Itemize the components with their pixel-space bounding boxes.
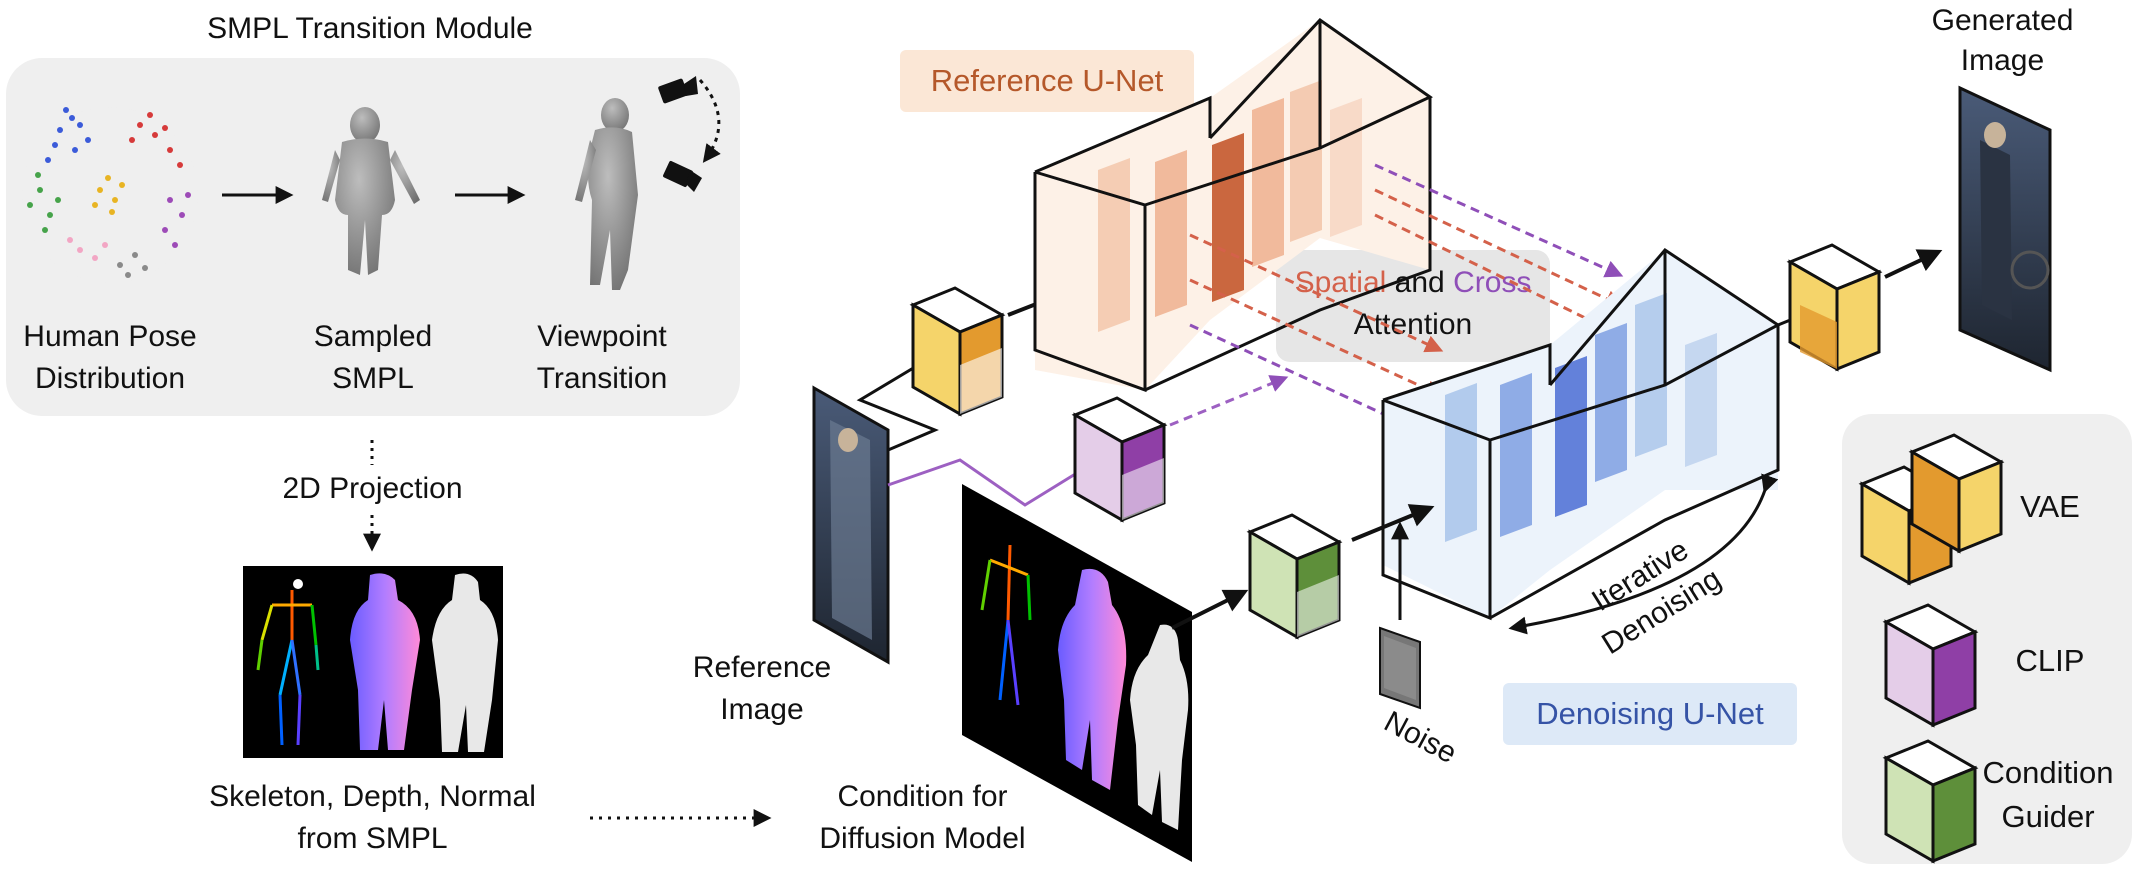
noise-patch (1379, 626, 1421, 710)
legend-clip-icon (1882, 603, 1979, 728)
viewpoint-label-1: Viewpoint (537, 320, 667, 353)
generated-image (1958, 85, 2052, 373)
generated-label-1: Generated (1931, 4, 2074, 37)
ref-to-clip-arrow (887, 458, 1102, 507)
cross-word: Cross (1453, 266, 1532, 299)
ref-vae-encoder (909, 286, 1006, 417)
reference-image-label-1: Reference (692, 651, 832, 684)
clip-encoder (1071, 396, 1168, 523)
reference-unet-text: Reference U-Net (930, 63, 1164, 98)
condition-render-image (243, 566, 503, 758)
reference-unet (1033, 18, 1433, 393)
denoising-unet (1381, 248, 1781, 621)
viewpoint-label-2: Transition (536, 362, 668, 395)
legend-guider-label-2: Guider (2001, 799, 2095, 834)
denoising-unet-label: Denoising U-Net (1503, 683, 1797, 745)
human-pose-label-1: Human Pose (23, 320, 197, 353)
legend-guider-label-1: Condition (1982, 755, 2114, 790)
smpl-module-title: SMPL Transition Module (207, 12, 533, 45)
viewpoint-smpl-mesh (575, 98, 638, 290)
condition-panel (962, 484, 1192, 862)
clip-to-attention-arrow (1169, 375, 1289, 427)
reference-image-label-2: Image (720, 693, 804, 726)
guider-to-unet-arrow (1351, 504, 1435, 542)
sampled-smpl-mesh (322, 107, 420, 275)
projection-label: 2D Projection (282, 472, 463, 505)
attention-line-2: Attention (1353, 308, 1473, 341)
condition-target-label-1: Condition for (837, 780, 1008, 813)
legend-clip-label: CLIP (2015, 643, 2085, 678)
reference-unet-label: Reference U-Net (900, 50, 1194, 112)
denoising-unet-text: Denoising U-Net (1536, 696, 1764, 731)
decoder-to-output-arrow (1884, 249, 1943, 279)
generated-label-2: Image (1960, 44, 2045, 77)
legend-guider-icon (1882, 739, 1979, 864)
cond-to-guider-arrow (1171, 589, 1249, 630)
ref-to-vae-arrow (856, 338, 964, 452)
condition-target-label-2: Diffusion Model (819, 822, 1026, 855)
camera-rotation-arrow (698, 79, 721, 163)
and-word: and (1394, 266, 1445, 299)
reference-image (812, 385, 890, 665)
attention-line-1: Spatial and Cross (1276, 262, 1550, 304)
legend-vae-icon (1858, 433, 2005, 586)
sampled-smpl-label-1: Sampled (313, 320, 433, 353)
pose-distribution-cloud (22, 107, 198, 283)
iterative-denoising-arrow (1508, 473, 1779, 635)
legend-vae-label: VAE (2020, 489, 2080, 524)
spatial-word: Spatial (1294, 266, 1387, 299)
sampled-smpl-label-2: SMPL (332, 362, 414, 395)
camera-icon (658, 76, 702, 192)
condition-guider (1246, 513, 1343, 640)
noise-label: Noise (1379, 705, 1462, 770)
condition-source-label-1: Skeleton, Depth, Normal (209, 780, 536, 813)
human-pose-label-2: Distribution (34, 362, 186, 395)
vae-decoder (1786, 243, 1883, 372)
condition-source-label-2: from SMPL (297, 822, 448, 855)
attention-box: Spatial and Cross Attention (1276, 250, 1550, 362)
